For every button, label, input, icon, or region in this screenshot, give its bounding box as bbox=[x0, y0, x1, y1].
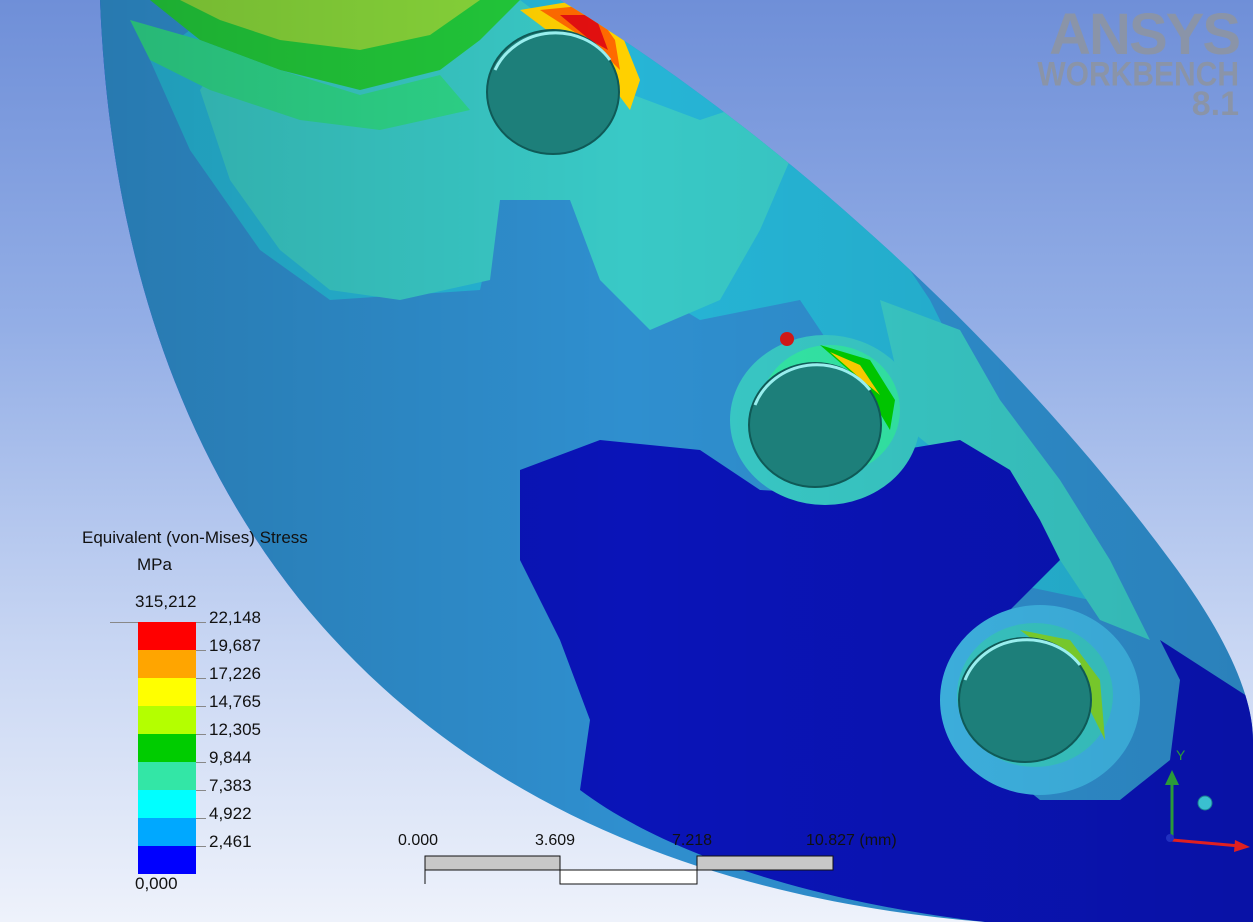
scale-label-2: 7.218 bbox=[672, 832, 713, 849]
axis-triad[interactable]: Y bbox=[1150, 740, 1250, 860]
bolt-3[interactable] bbox=[958, 637, 1092, 763]
logo-version: 8.1 bbox=[1191, 84, 1239, 123]
bolt-1[interactable] bbox=[486, 29, 620, 155]
logo-subtitle: WORKBENCH bbox=[1037, 55, 1239, 94]
y-axis-label: Y bbox=[1176, 747, 1186, 763]
scale-label-3: 10.827 (mm) bbox=[806, 832, 897, 849]
ansys-logo: ANSYS WORKBENCH 8.1 bbox=[1037, 2, 1241, 123]
scale-label-0: 0.000 bbox=[398, 832, 439, 849]
max-probe-marker[interactable] bbox=[780, 332, 794, 346]
logo-title: ANSYS bbox=[1049, 2, 1241, 67]
scale-label-1: 3.609 bbox=[535, 832, 576, 849]
bolt-2[interactable] bbox=[748, 362, 882, 488]
